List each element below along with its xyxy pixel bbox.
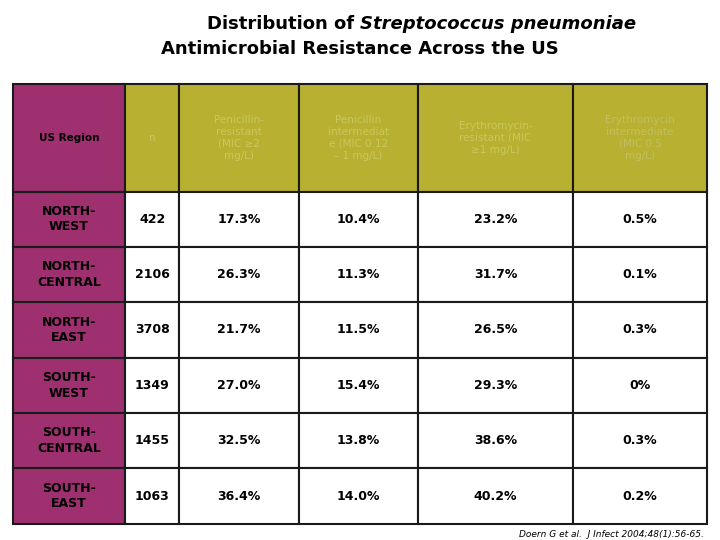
Bar [125,192,179,247]
Text: Erythromycin-
resistant (MIC
≥1 mg/L): Erythromycin- resistant (MIC ≥1 mg/L) [459,120,532,154]
Bar [13,413,125,468]
Text: SOUTH-
CENTRAL: SOUTH- CENTRAL [37,427,101,455]
Bar [299,84,418,192]
Text: Penicillin
intermediat
e (MIC 0.12
– 1 mg/L): Penicillin intermediat e (MIC 0.12 – 1 m… [328,114,389,160]
Text: Streptococcus pneumoniae: Streptococcus pneumoniae [360,15,636,33]
Text: 0.2%: 0.2% [623,490,657,503]
Text: 11.3%: 11.3% [336,268,380,281]
Bar [125,468,179,524]
Text: Doern G et al.  J Infect 2004;48(1):56-65.: Doern G et al. J Infect 2004;48(1):56-65… [518,530,703,539]
Bar [299,468,418,524]
Bar [13,468,125,524]
Bar [13,192,125,247]
Bar [418,247,573,302]
Bar [573,302,707,357]
Text: 17.3%: 17.3% [217,213,261,226]
Text: 23.2%: 23.2% [474,213,517,226]
Bar [573,357,707,413]
Bar [125,247,179,302]
Text: 0.5%: 0.5% [623,213,657,226]
Text: 26.3%: 26.3% [217,268,261,281]
Text: 26.5%: 26.5% [474,323,517,336]
Text: NORTH-
EAST: NORTH- EAST [42,316,96,344]
Bar [573,468,707,524]
Text: 36.4%: 36.4% [217,490,261,503]
Text: 1349: 1349 [135,379,169,392]
Text: 32.5%: 32.5% [217,434,261,447]
Bar [418,302,573,357]
Text: 40.2%: 40.2% [474,490,517,503]
Text: 2106: 2106 [135,268,170,281]
Bar [13,247,125,302]
Bar [179,302,299,357]
Bar [125,413,179,468]
Text: 21.7%: 21.7% [217,323,261,336]
Bar [299,192,418,247]
Bar [573,192,707,247]
Bar [179,192,299,247]
Bar [573,413,707,468]
Bar [299,413,418,468]
Text: US Region: US Region [39,133,99,143]
Text: 1455: 1455 [135,434,170,447]
Bar [125,302,179,357]
Bar [125,84,179,192]
Bar [13,302,125,357]
Bar [573,84,707,192]
Text: 0.3%: 0.3% [623,323,657,336]
Text: 10.4%: 10.4% [336,213,380,226]
Text: 11.5%: 11.5% [336,323,380,336]
Text: 0%: 0% [629,379,651,392]
Text: Penicillin-
resistant
(MIC ≥2
mg/L): Penicillin- resistant (MIC ≥2 mg/L) [214,114,264,160]
Bar [299,357,418,413]
Text: SOUTH-
WEST: SOUTH- WEST [42,371,96,400]
Text: 38.6%: 38.6% [474,434,517,447]
Text: Erythromycin
intermediate
(MIC 0.5
mg/L): Erythromycin intermediate (MIC 0.5 mg/L) [606,114,675,160]
Text: 14.0%: 14.0% [336,490,380,503]
Text: 27.0%: 27.0% [217,379,261,392]
Text: NORTH-
CENTRAL: NORTH- CENTRAL [37,260,101,289]
Text: 422: 422 [139,213,166,226]
Bar [418,468,573,524]
Bar [418,84,573,192]
Text: 15.4%: 15.4% [336,379,380,392]
Text: 31.7%: 31.7% [474,268,517,281]
Bar [418,357,573,413]
Bar [418,192,573,247]
Bar [179,247,299,302]
Text: SOUTH-
EAST: SOUTH- EAST [42,482,96,510]
Bar [299,302,418,357]
Bar [179,84,299,192]
Text: 29.3%: 29.3% [474,379,517,392]
Text: 0.3%: 0.3% [623,434,657,447]
Text: Antimicrobial Resistance Across the US: Antimicrobial Resistance Across the US [161,39,559,58]
Text: 1063: 1063 [135,490,169,503]
Text: NORTH-
WEST: NORTH- WEST [42,205,96,233]
Text: Distribution of: Distribution of [207,15,360,33]
Text: 3708: 3708 [135,323,169,336]
Bar [299,247,418,302]
Bar [13,84,125,192]
Text: n: n [149,133,156,143]
Bar [125,357,179,413]
Bar [179,357,299,413]
Bar [13,357,125,413]
Bar [179,468,299,524]
Bar [418,413,573,468]
Bar [179,413,299,468]
Text: 0.1%: 0.1% [623,268,657,281]
Text: 13.8%: 13.8% [336,434,380,447]
Bar [573,247,707,302]
